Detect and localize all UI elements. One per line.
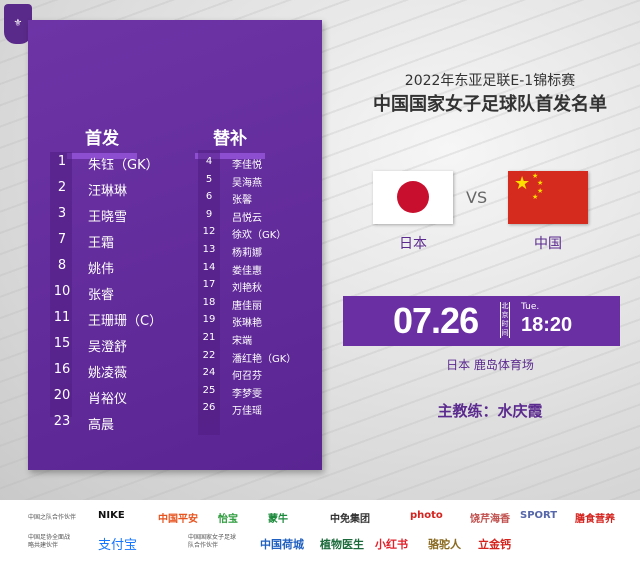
sub-number: 22	[202, 349, 216, 361]
starter-number: 7	[57, 232, 67, 247]
starter-name: 朱钰（GK）	[88, 158, 159, 173]
sub-name: 李佳悦	[232, 160, 262, 171]
sub-number: 25	[202, 384, 216, 396]
starter-number: 2	[57, 180, 67, 195]
sponsor-logo: 植物医生	[320, 538, 364, 551]
sponsor-logo: 中免集团	[330, 514, 370, 525]
sponsor-logo: 饶芹海香	[470, 514, 510, 525]
sponsor-row2-label2: 中国国家女子足球队合作伙伴	[188, 534, 237, 549]
sponsor-logo: 中国平安	[158, 514, 198, 525]
starter-number: 1	[57, 154, 67, 169]
match-time: 18:20	[521, 314, 573, 336]
away-team: 中国	[534, 236, 562, 252]
sub-number: 18	[202, 296, 216, 308]
sponsor-logo: 中国荷城	[260, 538, 304, 551]
sub-number: 14	[202, 261, 216, 273]
starter-name: 王珊珊（C）	[88, 314, 163, 329]
vs-label: VS	[466, 188, 488, 207]
sub-number: 4	[205, 156, 213, 167]
sub-name: 刘艳秋	[232, 283, 262, 295]
sponsor-logo: photo	[410, 510, 443, 521]
sponsor-logo: 怡宝	[218, 514, 238, 525]
weekday: Tue.	[521, 302, 540, 312]
sponsor-logo: 骆驼人	[428, 538, 461, 551]
sponsor-logo: 立金钙	[478, 538, 511, 551]
starter-name: 姚伟	[88, 262, 115, 277]
sponsor-row1-label: 中国之队合作伙伴	[28, 514, 77, 521]
starter-number-column	[50, 152, 72, 417]
starter-number: 8	[57, 258, 67, 273]
event-title: 2022年东亚足联E-1锦标赛	[404, 73, 576, 89]
sub-number: 6	[205, 191, 213, 203]
sub-number: 17	[202, 279, 216, 291]
starter-number: 15	[53, 336, 71, 351]
sponsor-logo: SPORT	[520, 510, 558, 521]
team-logo: ⚜	[4, 4, 32, 44]
japan-flag	[373, 171, 453, 224]
venue: 日本 鹿岛体育场	[446, 358, 534, 372]
starter-name: 王霜	[88, 236, 115, 251]
sub-number: 12	[202, 226, 216, 238]
sub-number-column	[198, 150, 220, 435]
timezone-label: 北京时间	[500, 302, 510, 338]
starter-number: 20	[53, 388, 71, 403]
sponsor-row2-label: 中国足协全面战略共建伙伴	[28, 534, 71, 549]
sub-name: 张馨	[232, 195, 252, 207]
sub-name: 徐欢（GK）	[232, 230, 287, 242]
starter-number: 23	[53, 414, 71, 429]
sponsor-logo: 蒙牛	[268, 514, 288, 525]
starter-number: 10	[53, 284, 71, 299]
sponsor-footer: 中国之队合作伙伴 NIKE 中国平安 怡宝 蒙牛 中免集团 photo 饶芹海香 SPORT 膳…	[0, 500, 640, 561]
starter-number: 16	[53, 362, 71, 377]
sub-number: 24	[202, 367, 216, 379]
starter-name: 吴澄舒	[88, 340, 128, 355]
starter-name: 汪琳琳	[88, 184, 128, 199]
sub-name: 吴海燕	[232, 177, 262, 189]
match-datetime: 07.26 北京时间 Tue. 18:20	[343, 296, 620, 346]
sub-name: 张琳艳	[232, 318, 262, 330]
page-title: 中国国家女子足球队首发名单	[373, 94, 607, 115]
sub-number: 21	[202, 332, 216, 343]
sub-number: 13	[202, 244, 216, 255]
sponsor-logo: 膳食营养	[575, 514, 615, 525]
china-flag: ★ ★ ★ ★ ★	[508, 171, 588, 224]
sponsor-logo: 小红书	[375, 538, 408, 551]
sub-name: 娄佳惠	[232, 265, 262, 277]
starter-number: 3	[57, 206, 67, 221]
sub-number: 19	[202, 314, 216, 326]
sub-number: 26	[202, 402, 216, 414]
subs-header: 替补	[170, 124, 290, 159]
sub-name: 潘红艳（GK）	[232, 353, 297, 365]
sponsor-logo: NIKE	[98, 510, 125, 521]
home-team: 日本	[399, 236, 427, 252]
sub-number: 9	[205, 208, 213, 220]
sub-name: 宋端	[232, 336, 252, 347]
head-coach: 主教练：水庆霞	[437, 402, 543, 420]
sub-name: 吕悦云	[232, 212, 262, 224]
sub-name: 唐佳丽	[232, 300, 262, 312]
lineup-panel: 首发 替补 1 朱钰（GK） 2 汪琳琳 3 王晓雪 7 王霜 8 姚伟 10 张睿 11 王珊珊（C） 1…	[28, 20, 322, 470]
starter-name: 肖裕仪	[88, 392, 128, 407]
starter-name: 姚凌薇	[88, 366, 128, 381]
sub-number: 5	[205, 173, 213, 185]
match-date: 07.26	[393, 300, 479, 341]
starter-name: 王晓雪	[88, 210, 128, 225]
starter-number: 11	[53, 310, 71, 325]
sub-name: 何召芬	[232, 371, 262, 383]
starters-header: 首发	[42, 124, 162, 159]
sub-name: 李梦雯	[232, 388, 262, 400]
sub-name: 万佳瑶	[232, 406, 262, 418]
sub-name: 杨莉娜	[232, 248, 262, 259]
starter-name: 张睿	[88, 288, 115, 303]
sponsor-logo: 支付宝	[98, 538, 138, 553]
starter-name: 高晨	[88, 418, 115, 433]
